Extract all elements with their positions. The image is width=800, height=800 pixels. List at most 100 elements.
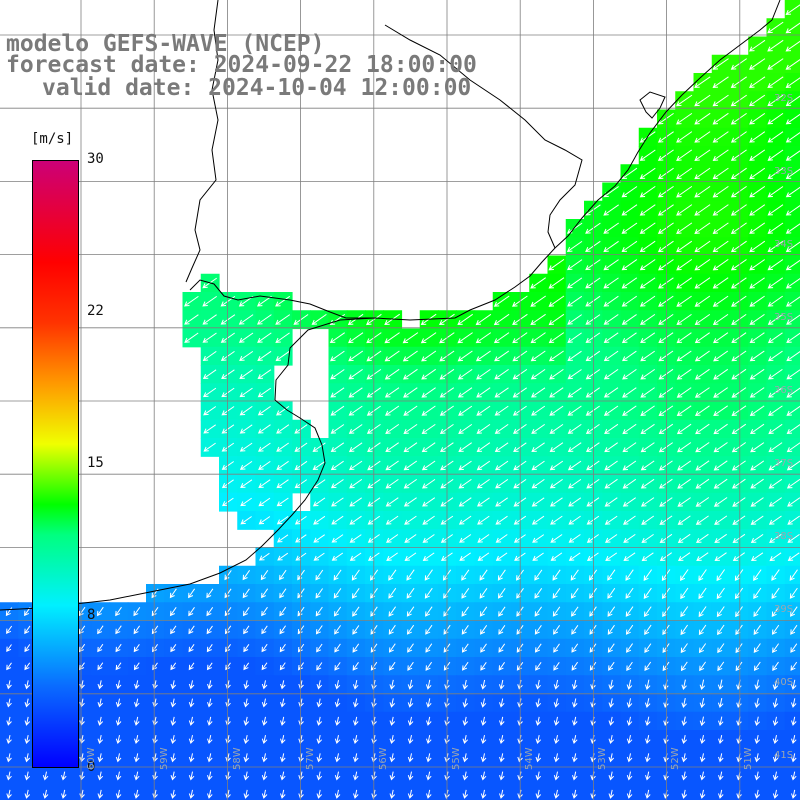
wind-arrow [549, 442, 564, 453]
wind-arrow [622, 405, 637, 416]
wind-arrow [658, 405, 674, 416]
wind-arrow [676, 149, 693, 161]
wind-arrow [626, 698, 633, 708]
wind-arrow [421, 368, 436, 380]
wind-arrow [713, 442, 728, 453]
wind-arrow [134, 680, 140, 690]
wind-arrow [535, 662, 542, 671]
wind-arrow [604, 460, 618, 471]
wind-cell [784, 127, 800, 147]
wind-arrow [311, 313, 327, 325]
wind-arrow [24, 716, 31, 726]
wind-arrow [713, 332, 729, 344]
wind-arrow [676, 313, 692, 325]
wind-arrow [753, 661, 761, 671]
wind-cell [784, 620, 800, 640]
wind-arrow [476, 442, 491, 453]
wind-arrow [315, 588, 324, 599]
wind-arrow [718, 771, 724, 781]
wind-arrow [713, 460, 728, 471]
wind-arrow [389, 679, 395, 690]
wind-arrow [730, 204, 747, 216]
wind-arrow [480, 643, 487, 653]
wind-arrow [786, 350, 800, 362]
wind-arrow [152, 644, 159, 653]
wind-arrow [767, 240, 784, 253]
wind-arrow [604, 497, 618, 507]
wind-arrow [530, 350, 546, 362]
wind-arrow [658, 460, 673, 471]
wind-arrow [754, 698, 760, 709]
wind-arrow [645, 734, 651, 745]
wind-arrow [622, 478, 637, 489]
wind-arrow [242, 588, 250, 599]
wind-arrow [535, 716, 542, 726]
wind-arrow [767, 186, 784, 198]
wind-arrow [621, 332, 637, 344]
wind-arrow [243, 680, 250, 690]
wind-arrow [97, 662, 104, 671]
wind-arrow [732, 515, 746, 525]
wind-arrow [348, 387, 363, 398]
wind-arrow [184, 314, 199, 325]
wind-arrow [768, 387, 783, 398]
wind-arrow [6, 644, 12, 652]
wind-arrow [6, 680, 12, 690]
wind-arrow [353, 734, 359, 745]
wind-arrow [280, 680, 286, 690]
wind-arrow [785, 186, 800, 198]
wind-arrow [6, 698, 12, 708]
wind-arrow [717, 697, 724, 709]
wind-arrow [389, 716, 396, 726]
wind-arrow [495, 460, 509, 471]
wind-arrow [785, 113, 800, 125]
wind-arrow [750, 533, 764, 543]
wind-arrow [730, 185, 747, 198]
wind-arrow [768, 350, 783, 362]
wind-arrow [276, 405, 290, 416]
wind-arrow [330, 460, 344, 471]
wind-arrow [626, 643, 634, 653]
wind-arrow [553, 789, 560, 799]
wind-arrow [261, 625, 268, 635]
wind-arrow [280, 698, 286, 708]
wind-arrow [294, 424, 308, 434]
wind-arrow [275, 314, 291, 325]
wind-arrow [676, 423, 692, 435]
wind-arrow [661, 569, 671, 581]
wind-arrow [768, 405, 783, 416]
wind-arrow [462, 789, 469, 799]
wind-arrow [257, 332, 272, 343]
wind-arrow [749, 277, 765, 289]
wind-arrow [476, 387, 491, 398]
wind-arrow [462, 734, 469, 745]
colorbar-unit-label: [m/s] [31, 131, 74, 147]
wind-arrow [424, 587, 433, 599]
wind-arrow [549, 478, 563, 489]
wind-arrow [134, 734, 140, 745]
wind-arrow [772, 771, 779, 781]
wind-arrow [548, 277, 565, 289]
lat-label: 37S [774, 458, 794, 469]
wind-arrow [785, 40, 800, 52]
wind-arrow [353, 698, 359, 708]
wind-arrow [407, 698, 414, 708]
wind-arrow [188, 753, 195, 763]
wind-arrow [749, 204, 766, 216]
wind-arrow [499, 698, 505, 708]
wind-arrow [658, 277, 674, 289]
wind-arrow [644, 679, 651, 690]
wind-arrow [476, 368, 491, 380]
wind-arrow [567, 387, 582, 398]
wind-arrow [680, 569, 689, 581]
wind-arrow [731, 460, 746, 471]
wind-arrow [221, 424, 235, 434]
wind-arrow [330, 350, 345, 362]
wind-arrow [97, 753, 104, 763]
wind-arrow [662, 643, 670, 653]
wind-arrow [790, 698, 797, 708]
wind-arrow [694, 167, 711, 180]
wind-arrow [749, 112, 766, 125]
wind-arrow [348, 350, 364, 362]
wind-arrow [769, 533, 782, 543]
